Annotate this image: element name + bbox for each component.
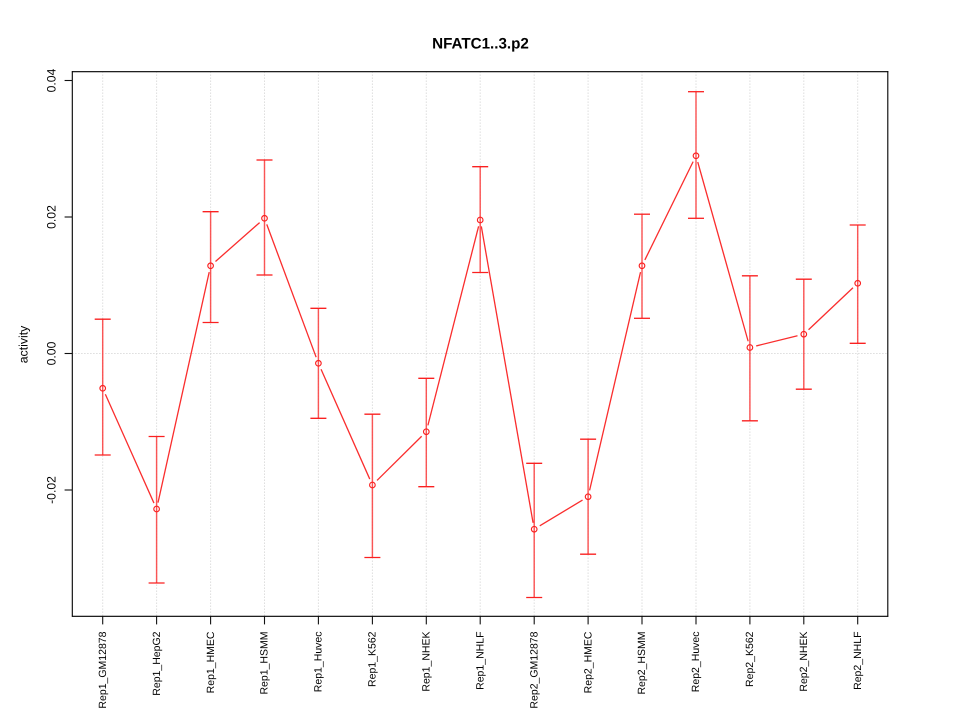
svg-text:Rep1_NHLF: Rep1_NHLF — [474, 632, 486, 690]
svg-text:activity: activity — [17, 325, 31, 363]
svg-text:Rep1_K562: Rep1_K562 — [367, 631, 379, 687]
svg-text:-0.02: -0.02 — [45, 476, 59, 504]
svg-text:0.04: 0.04 — [45, 68, 59, 92]
svg-text:0.00: 0.00 — [45, 341, 59, 365]
svg-text:Rep2_HSMM: Rep2_HSMM — [636, 632, 648, 695]
svg-text:Rep1_Huvec: Rep1_Huvec — [313, 632, 325, 693]
svg-text:Rep1_NHEK: Rep1_NHEK — [421, 632, 433, 692]
svg-text:Rep2_HMEC: Rep2_HMEC — [582, 631, 594, 693]
svg-text:Rep2_NHLF: Rep2_NHLF — [852, 632, 864, 690]
svg-text:Rep2_K562: Rep2_K562 — [744, 631, 756, 687]
svg-text:Rep1_GM12878: Rep1_GM12878 — [97, 631, 109, 708]
svg-text:Rep1_HepG2: Rep1_HepG2 — [151, 631, 163, 695]
svg-text:0.02: 0.02 — [45, 205, 59, 229]
svg-text:NFATC1..3.p2: NFATC1..3.p2 — [432, 36, 529, 53]
svg-text:Rep1_HMEC: Rep1_HMEC — [205, 631, 217, 693]
svg-text:Rep2_Huvec: Rep2_Huvec — [690, 632, 702, 693]
svg-text:Rep1_HSMM: Rep1_HSMM — [259, 632, 271, 695]
svg-text:Rep2_NHEK: Rep2_NHEK — [798, 632, 810, 692]
svg-text:Rep2_GM12878: Rep2_GM12878 — [528, 631, 540, 708]
